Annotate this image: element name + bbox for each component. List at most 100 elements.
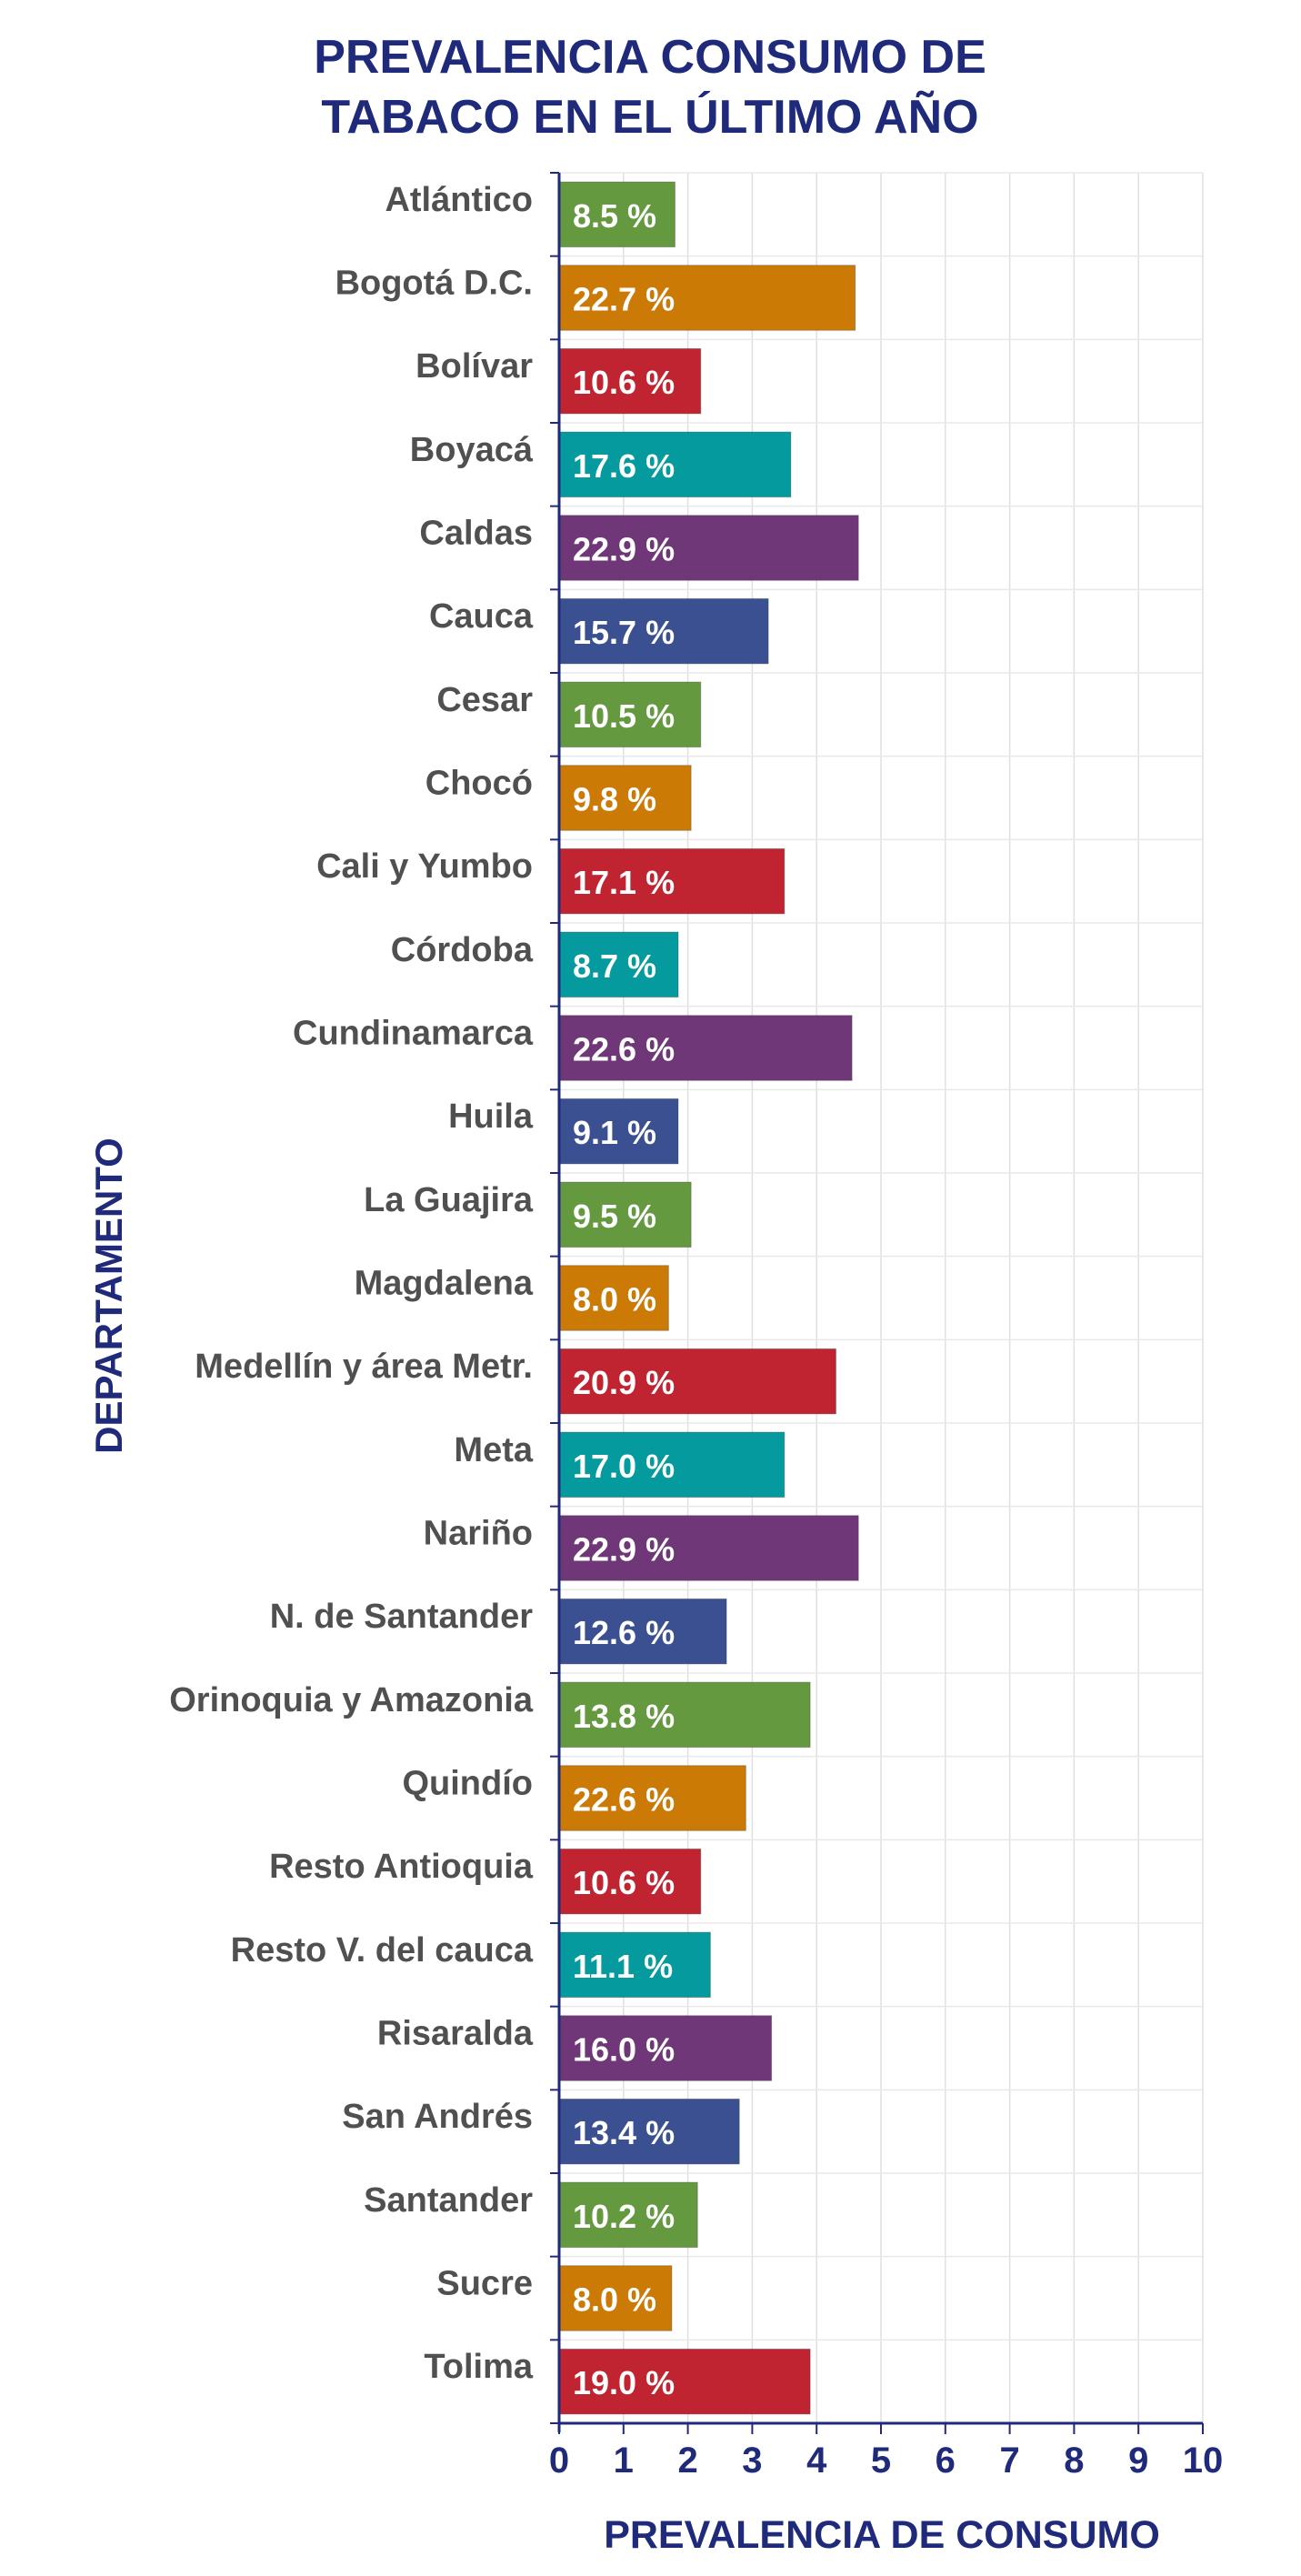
data-label: 12.6 % <box>573 1614 675 1651</box>
bar <box>558 765 692 831</box>
bar <box>558 515 859 581</box>
data-label: 8.0 % <box>573 2281 656 2319</box>
category-label: Cali y Yumbo <box>316 847 533 886</box>
bar <box>558 347 702 415</box>
category-label: Quindío <box>402 1765 533 1803</box>
category-label: Atlántico <box>385 181 533 219</box>
category-label: Bolívar <box>415 347 533 386</box>
bar <box>558 181 676 248</box>
bar <box>558 2015 773 2081</box>
category-label: Meta <box>454 1431 533 1469</box>
data-label: 17.1 % <box>573 864 675 901</box>
x-tick-label: 4 <box>806 2441 827 2481</box>
x-axis-label: PREVALENCIA DE CONSUMO <box>604 2513 1160 2557</box>
x-tick-label: 9 <box>1128 2441 1148 2481</box>
data-label: 22.9 % <box>573 531 675 568</box>
y-axis-label: DEPARTAMENTO <box>87 1138 130 1454</box>
category-label: Resto Antioquia <box>269 1848 534 1886</box>
category-label: Cundinamarca <box>293 1015 534 1053</box>
category-label: Resto V. del cauca <box>231 1931 534 1970</box>
bar <box>558 1765 746 1831</box>
data-label: 22.6 % <box>573 1031 675 1068</box>
bar <box>558 1598 727 1665</box>
data-label: 13.8 % <box>573 1698 675 1735</box>
data-label: 9.1 % <box>573 1114 656 1151</box>
category-label: Magdalena <box>355 1265 534 1303</box>
category-label: Tolima <box>424 2348 534 2386</box>
category-label: Risaralda <box>377 2015 534 2053</box>
bar <box>558 2348 811 2415</box>
category-label: Cesar <box>436 681 533 719</box>
data-label: 10.6 % <box>573 1864 675 1901</box>
data-label: 22.9 % <box>573 1531 675 1569</box>
bar <box>558 2098 740 2165</box>
data-label: 19.0 % <box>573 2364 675 2401</box>
bar <box>558 2265 673 2331</box>
category-label: Córdoba <box>391 931 534 969</box>
x-tick-label: 6 <box>936 2441 956 2481</box>
data-label: 8.7 % <box>573 947 656 985</box>
chart-title-line-2: TABACO EN EL ÚLTIMO AÑO <box>321 90 978 144</box>
data-label: 17.0 % <box>573 1448 675 1485</box>
category-label: Caldas <box>419 515 533 553</box>
x-tick-labels: 0 1 2 3 4 5 6 7 8 9 10 <box>549 2441 1223 2481</box>
data-labels: 8.5 % 22.7 % 10.6 % 17.6 % 22.9 % 15.7 % 10.5 … <box>573 197 675 2401</box>
bar <box>558 597 769 665</box>
bar <box>558 1515 859 1581</box>
bar <box>558 2181 698 2249</box>
bar <box>558 1181 692 1248</box>
x-tick-label: 10 <box>1183 2441 1224 2481</box>
category-label: La Guajira <box>364 1181 534 1219</box>
bar <box>558 265 856 331</box>
category-label: Sucre <box>436 2265 533 2303</box>
category-label: Boyacá <box>410 431 534 469</box>
data-label: 16.0 % <box>573 2031 675 2069</box>
x-tick-label: 8 <box>1064 2441 1084 2481</box>
category-label: N. de Santander <box>270 1598 533 1636</box>
chart-title-line-1: PREVALENCIA CONSUMO DE <box>314 31 986 84</box>
data-label: 20.9 % <box>573 1364 675 1401</box>
x-tick-label: 7 <box>999 2441 1019 2481</box>
category-label: Medellín y área Metr. <box>195 1348 533 1386</box>
x-tick-label: 2 <box>677 2441 697 2481</box>
bar <box>558 1848 702 1915</box>
data-label: 10.5 % <box>573 697 675 735</box>
category-labels: Atlántico Bogotá D.C. Bolívar Boyacá Caldas C… <box>169 181 534 2386</box>
bar <box>558 431 792 498</box>
category-label: Chocó <box>425 765 533 803</box>
bar <box>558 1265 669 1331</box>
category-label: Huila <box>448 1098 534 1136</box>
data-label: 22.6 % <box>573 1781 675 1819</box>
bar <box>558 1681 811 1749</box>
bar <box>558 1431 786 1498</box>
category-label: Orinoquia y Amazonia <box>169 1681 534 1719</box>
category-label: San Andrés <box>342 2098 533 2136</box>
category-label: Santander <box>364 2181 533 2220</box>
data-label: 11.1 % <box>573 1948 673 1985</box>
x-tick-label: 1 <box>614 2441 634 2481</box>
data-label: 10.2 % <box>573 2198 675 2235</box>
category-label: Nariño <box>424 1515 533 1553</box>
data-label: 17.6 % <box>573 447 675 485</box>
bar <box>558 1931 711 1999</box>
bar <box>558 931 679 998</box>
x-tick-label: 0 <box>549 2441 569 2481</box>
axes <box>550 172 1204 2434</box>
data-label: 8.0 % <box>573 1281 656 1318</box>
bar <box>558 1348 836 1415</box>
bar <box>558 1098 679 1165</box>
bar <box>558 1015 853 1081</box>
x-tick-label: 3 <box>742 2441 762 2481</box>
bars <box>558 181 859 2415</box>
category-label: Cauca <box>429 597 534 636</box>
data-label: 13.4 % <box>573 2114 675 2151</box>
data-label: 10.6 % <box>573 364 675 401</box>
category-label: Bogotá D.C. <box>335 265 533 303</box>
data-label: 9.8 % <box>573 781 656 818</box>
data-label: 15.7 % <box>573 614 675 651</box>
data-label: 22.7 % <box>573 281 675 318</box>
data-label: 9.5 % <box>573 1198 656 1235</box>
x-tick-label: 5 <box>871 2441 891 2481</box>
data-label: 8.5 % <box>573 197 656 235</box>
